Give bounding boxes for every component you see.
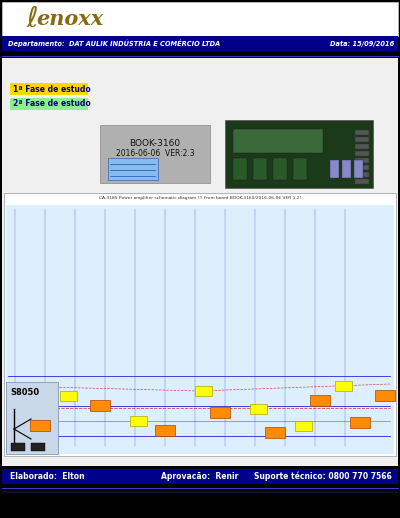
Bar [155, 425, 175, 436]
Bar [2, 58, 398, 466]
Bar [100, 125, 210, 183]
Text: CA-3185 Power amplifier schematic diagram !!! From board BOOK-3160/2016-06-06 VE: CA-3185 Power amplifier schematic diagra… [99, 196, 301, 200]
Bar [6, 382, 58, 454]
Bar [233, 129, 323, 153]
Bar [375, 390, 395, 401]
Text: Suporte técnico: 0800 770 7566: Suporte técnico: 0800 770 7566 [254, 472, 392, 481]
Bar [108, 158, 158, 180]
Bar [293, 158, 307, 180]
Text: 2ª Fase de estudo: 2ª Fase de estudo [13, 99, 91, 108]
Bar [60, 391, 77, 401]
Text: S8050: S8050 [10, 388, 39, 397]
Bar [10, 98, 88, 110]
Bar [6, 205, 394, 454]
Text: ℓ: ℓ [26, 5, 38, 33]
Bar [2, 2, 398, 36]
Bar [355, 151, 369, 156]
Bar [355, 158, 369, 163]
Bar [354, 160, 363, 178]
Text: Elaborado:  Elton: Elaborado: Elton [10, 472, 85, 481]
Bar [265, 427, 285, 438]
Text: Data: 15/09/2016: Data: 15/09/2016 [330, 40, 394, 47]
Bar [233, 158, 247, 180]
Text: BOOK-3160: BOOK-3160 [130, 139, 180, 148]
Bar [210, 407, 230, 418]
Text: Departamento:  DAT AULIK INDÚSTRIA E COMÉRCIO LTDA: Departamento: DAT AULIK INDÚSTRIA E COMÉ… [8, 40, 220, 47]
Bar [2, 36, 398, 51]
Bar [355, 130, 369, 135]
Bar [10, 83, 88, 95]
Bar [355, 172, 369, 177]
Bar [355, 137, 369, 142]
Bar [350, 417, 370, 428]
Text: enoxx: enoxx [36, 9, 104, 29]
Bar [355, 144, 369, 149]
Bar [4, 193, 396, 456]
Bar [225, 120, 373, 188]
Bar [250, 404, 267, 414]
Text: 2016-06-06  VER:2.3: 2016-06-06 VER:2.3 [116, 150, 194, 159]
Bar [90, 400, 110, 411]
Bar [295, 421, 312, 431]
Text: 1ª Fase de estudo: 1ª Fase de estudo [13, 84, 91, 94]
Bar [335, 381, 352, 391]
Bar [31, 443, 45, 451]
Text: Aprovacão:  Renir: Aprovacão: Renir [161, 472, 239, 481]
Bar [330, 160, 339, 178]
Bar [11, 443, 25, 451]
Bar [355, 165, 369, 170]
Bar [355, 179, 369, 184]
Bar [195, 386, 212, 396]
Bar [130, 416, 147, 426]
Bar [253, 158, 267, 180]
Bar [342, 160, 351, 178]
Bar [30, 420, 50, 431]
Bar [310, 395, 330, 406]
Bar [273, 158, 287, 180]
Bar [2, 469, 398, 484]
